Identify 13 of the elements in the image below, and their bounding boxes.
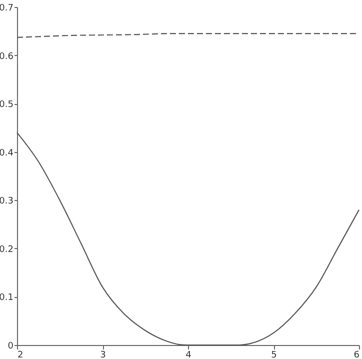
y-tick-label: 0.5 — [0, 100, 14, 110]
x-tick-label: 6 — [354, 350, 360, 359]
y-tick-label: 0.3 — [0, 196, 14, 207]
y-tick-label: 0.7 — [0, 4, 14, 14]
x-tick-label: 3 — [100, 350, 106, 359]
x-tick-label: 4 — [186, 350, 192, 359]
y-tick-label: 0.6 — [0, 52, 14, 62]
y-tick-label: 0.2 — [0, 244, 14, 255]
y-tick-label: 0.4 — [0, 148, 14, 158]
x-tick-label: 5 — [271, 350, 277, 359]
y-tick-label: 0.1 — [0, 293, 14, 304]
x-tick-label: 2 — [18, 350, 24, 359]
y-tick-label: 0 — [8, 342, 14, 352]
